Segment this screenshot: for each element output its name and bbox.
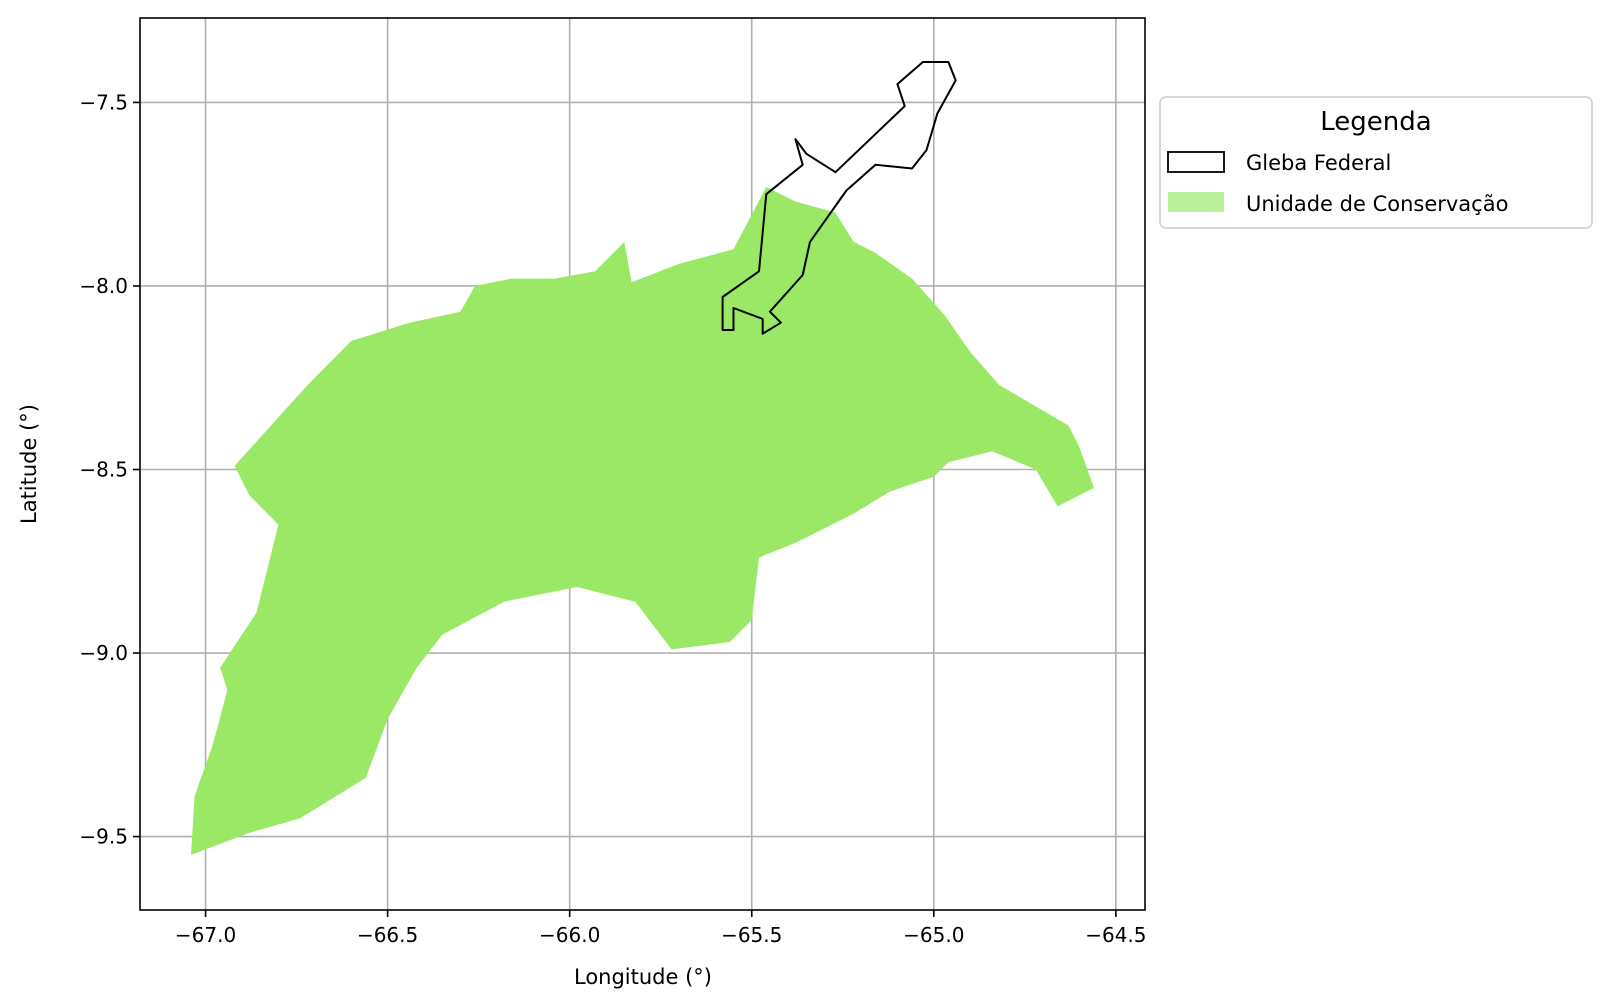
unidade-conservacao-polygon	[191, 186, 1094, 855]
gleba-federal-polygon	[721, 61, 957, 335]
y-tick-label: −7.5	[79, 90, 128, 114]
legend-label-unidade-conservacao: Unidade de Conservação	[1246, 192, 1508, 216]
plot-frame	[139, 17, 1146, 911]
y-tick-label: −9.5	[79, 825, 128, 849]
legend-label-gleba-federal: Gleba Federal	[1246, 151, 1391, 175]
x-tick-label: −67.0	[175, 923, 236, 947]
legend-swatch-gleba-federal	[1167, 151, 1225, 173]
legend-swatch-unidade-conservacao	[1168, 192, 1224, 212]
y-tick-label: −8.0	[79, 274, 128, 298]
axis-ticks: −67.0 −66.5 −66.0 −65.5 −65.0 −64.5 −9.5 −9.0 −8…	[79, 90, 1146, 947]
x-tick-label: −66.0	[539, 923, 600, 947]
legend: Legenda Gleba Federal Unidade de Conserv…	[1159, 96, 1593, 229]
y-tick-label: −9.0	[79, 641, 128, 665]
x-axis-label: Longitude (°)	[574, 965, 712, 989]
map-layers	[191, 61, 1094, 855]
x-tick-label: −66.5	[357, 923, 418, 947]
y-axis-label: Latitude (°)	[17, 404, 41, 524]
y-tick-label: −8.5	[79, 458, 128, 482]
x-tick-label: −65.0	[903, 923, 964, 947]
x-tick-label: −64.5	[1085, 923, 1146, 947]
x-tick-label: −65.5	[721, 923, 782, 947]
legend-title: Legenda	[1320, 107, 1431, 137]
legend-frame	[1159, 96, 1593, 229]
